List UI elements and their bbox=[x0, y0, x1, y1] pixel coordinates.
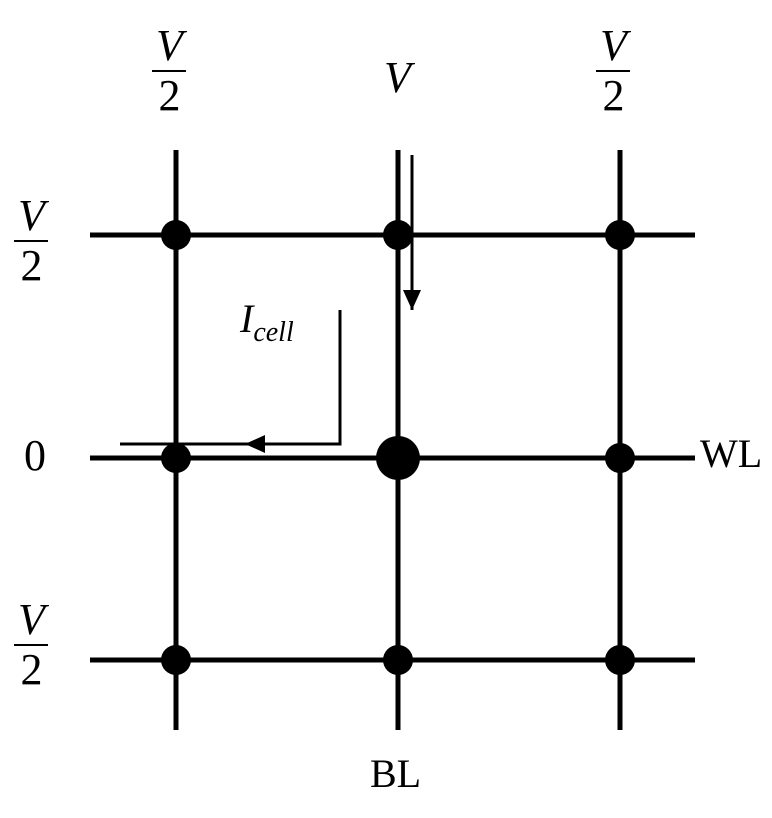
label-col-1: V bbox=[384, 52, 411, 103]
frac-num: V bbox=[152, 24, 187, 70]
arrow-left-icon bbox=[245, 435, 265, 453]
label-wl: WL bbox=[700, 430, 762, 477]
label-row-2: V 2 bbox=[14, 594, 49, 692]
crossbar-diagram bbox=[0, 0, 772, 818]
node-1-1-selected bbox=[376, 436, 420, 480]
node-2-2 bbox=[605, 645, 635, 675]
frac-num: V bbox=[14, 598, 49, 644]
node-0-2 bbox=[605, 220, 635, 250]
frac-num: V bbox=[596, 24, 631, 70]
frac-den: 2 bbox=[152, 70, 186, 118]
frac-den: 2 bbox=[14, 644, 48, 692]
frac-num: V bbox=[14, 194, 49, 240]
label-row-0: V 2 bbox=[14, 190, 49, 288]
arrow-down-icon bbox=[403, 290, 421, 310]
label-bl: BL bbox=[370, 750, 421, 797]
label-icell: Icell bbox=[240, 295, 294, 349]
node-1-2 bbox=[605, 443, 635, 473]
label-col-0: V 2 bbox=[152, 20, 187, 118]
node-2-0 bbox=[161, 645, 191, 675]
frac-den: 2 bbox=[596, 70, 630, 118]
label-row-1: 0 bbox=[24, 430, 46, 481]
label-col-2: V 2 bbox=[596, 20, 631, 118]
node-1-0 bbox=[161, 443, 191, 473]
sneak-elbow bbox=[120, 310, 340, 444]
node-0-0 bbox=[161, 220, 191, 250]
frac-den: 2 bbox=[14, 240, 48, 288]
node-0-1 bbox=[383, 220, 413, 250]
node-2-1 bbox=[383, 645, 413, 675]
